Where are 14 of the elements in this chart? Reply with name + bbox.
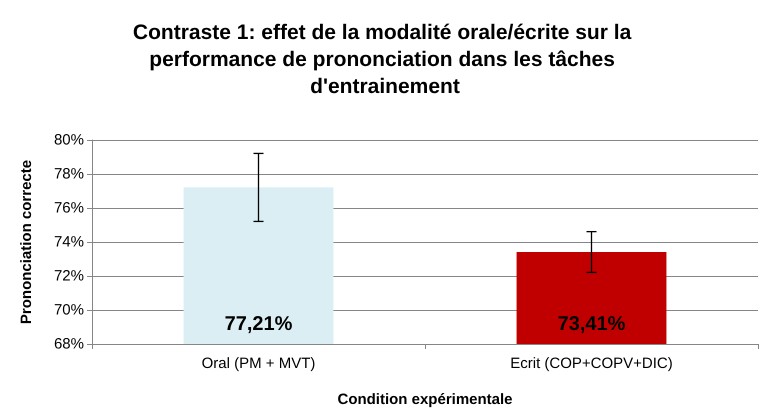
y-tick-label: 78%	[54, 166, 84, 182]
y-tick-label: 70%	[54, 302, 84, 318]
y-tick-label: 76%	[54, 200, 84, 216]
y-tick-label: 74%	[54, 234, 84, 250]
y-tick-label: 80%	[54, 132, 84, 148]
y-tick-label: 72%	[54, 268, 84, 284]
x-axis-title: Condition expérimentale	[337, 391, 513, 408]
y-tick-label: 68%	[54, 336, 84, 352]
y-axis-title: Prononciation correcte	[18, 160, 35, 324]
data-label: 73,41%	[558, 313, 626, 335]
x-tick-label: Ecrit (COP+COPV+DIC)	[510, 355, 673, 372]
data-label: 77,21%	[224, 313, 293, 335]
x-tick-label: Oral (PM + MVT)	[202, 355, 316, 372]
chart-title: Contraste 1: effet de la modalité orale/écrite sur la performance de prononciation dans les tâches d'entrainement	[132, 21, 638, 98]
